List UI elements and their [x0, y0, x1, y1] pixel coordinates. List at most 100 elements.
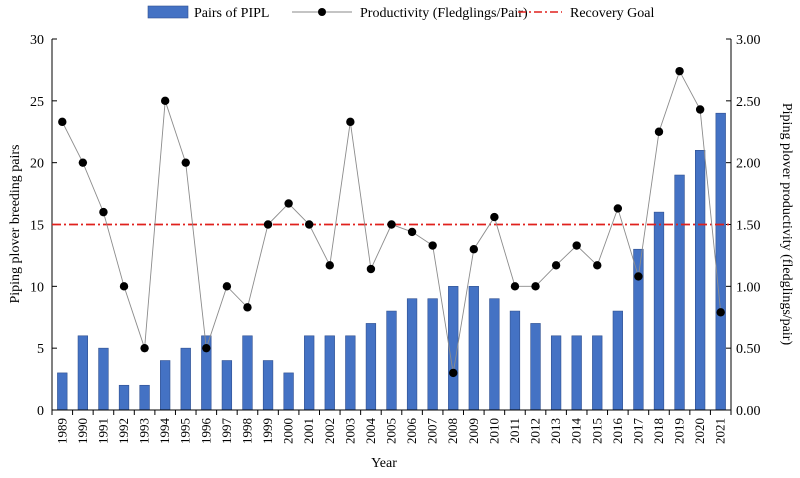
bar: [592, 335, 603, 411]
productivity-point: [634, 272, 643, 281]
productivity-point: [140, 343, 149, 353]
x-tick-label: 2012: [528, 418, 543, 444]
legend-label-productivity: Productivity (Fledglings/Pair): [360, 6, 528, 21]
legend: Pairs of PIPL Productivity (Fledglings/P…: [147, 5, 654, 21]
productivity-point: [428, 241, 437, 250]
productivity-point: [346, 117, 355, 127]
x-tick-label: 1994: [157, 418, 172, 445]
productivity-point: [78, 158, 88, 167]
left-tick-label: 30: [30, 33, 44, 48]
productivity-point: [119, 282, 129, 291]
x-tick-label: 1997: [219, 418, 234, 445]
x-tick-label: 2020: [692, 418, 707, 444]
bar: [468, 286, 479, 411]
x-tick-label: 2004: [363, 418, 378, 445]
bar: [550, 335, 562, 411]
x-tick-label: 2002: [322, 418, 337, 444]
bar: [98, 347, 109, 411]
bar: [715, 112, 726, 411]
x-tick-label: 2000: [281, 418, 296, 444]
bar: [242, 335, 253, 411]
x-tick-label: 1989: [54, 418, 69, 444]
bar: [118, 384, 130, 411]
x-tick-label: 2019: [672, 418, 687, 444]
productivity-point: [58, 117, 67, 127]
legend-label-pairs: Pairs of PIPL: [194, 6, 269, 21]
productivity-point: [449, 368, 458, 378]
x-tick-label: 2015: [589, 418, 604, 444]
bar: [653, 211, 665, 411]
bar: [489, 298, 500, 411]
right-tick-label: 2.00: [736, 157, 761, 172]
x-tick-label: 2021: [713, 418, 728, 444]
bar: [530, 323, 541, 411]
x-tick-label: 2010: [486, 418, 501, 444]
productivity-point: [593, 261, 602, 270]
productivity-point: [366, 264, 376, 274]
x-tick-label: 2011: [507, 418, 522, 444]
bar: [139, 384, 150, 411]
x-tick-label: 2009: [466, 418, 481, 444]
plot-area: 0 5 10 15 20 25 30 0.00 0.50 1.00 1.50 2.00 2.50 3.00…: [30, 33, 761, 444]
bar: [77, 335, 88, 411]
productivity-point: [181, 158, 190, 167]
productivity-point: [99, 207, 108, 217]
x-tick-label: 1999: [260, 418, 275, 444]
productivity-point: [202, 343, 211, 353]
bar: [283, 372, 294, 411]
bar: [262, 360, 274, 411]
x-tick-label: 2003: [342, 418, 357, 444]
right-axis-title: Piping plover productivity (fledglings/p…: [779, 103, 794, 346]
x-tick-label: 2014: [569, 418, 584, 445]
left-axis-title: Piping plover breeding pairs: [8, 144, 23, 303]
x-tick-label: 2005: [384, 418, 399, 444]
bar: [448, 286, 459, 411]
x-tick-label: 1998: [239, 418, 254, 444]
productivity-point: [222, 282, 232, 291]
productivity-point: [243, 303, 252, 312]
right-tick-label: 2.50: [736, 95, 761, 110]
productivity-point: [675, 66, 684, 76]
productivity-point: [613, 204, 623, 213]
left-tick-label: 20: [30, 157, 44, 172]
bar: [345, 335, 356, 411]
productivity-point: [510, 282, 520, 291]
productivity-point: [490, 212, 499, 222]
productivity-point: [263, 220, 273, 229]
productivity-point: [284, 199, 293, 208]
x-tick-label: 2017: [630, 418, 645, 445]
bar: [386, 310, 397, 411]
productivity-point: [531, 282, 540, 291]
legend-label-recovery-goal: Recovery Goal: [570, 6, 654, 21]
bar: [180, 347, 191, 411]
productivity-point: [160, 96, 170, 106]
bar: [427, 298, 438, 411]
x-tick-label: 1996: [198, 418, 213, 445]
productivity-point: [387, 220, 396, 229]
x-tick-label: 2001: [301, 418, 316, 444]
x-tick-label: 1992: [116, 418, 131, 444]
x-axis-title: Year: [371, 456, 397, 471]
right-tick-label: 0.50: [736, 342, 761, 357]
bar: [571, 335, 582, 411]
bar: [406, 298, 418, 411]
productivity-point: [304, 220, 314, 229]
x-tick-label: 2006: [404, 418, 419, 445]
bar: [612, 310, 623, 411]
productivity-point: [469, 245, 479, 254]
x-tick-label: 1990: [75, 418, 90, 444]
x-tick-label: 1995: [178, 418, 193, 444]
bar: [304, 335, 315, 411]
productivity-point: [716, 308, 725, 317]
right-tick-label: 1.00: [736, 280, 761, 295]
bar: [221, 360, 233, 411]
bar: [674, 174, 685, 411]
x-tick-label: 2018: [651, 418, 666, 444]
bar: [57, 372, 68, 411]
legend-bar-swatch: [147, 5, 189, 19]
x-tick-label: 1993: [137, 418, 152, 444]
bar: [695, 150, 706, 411]
bar: [509, 310, 521, 411]
productivity-point: [325, 261, 334, 270]
